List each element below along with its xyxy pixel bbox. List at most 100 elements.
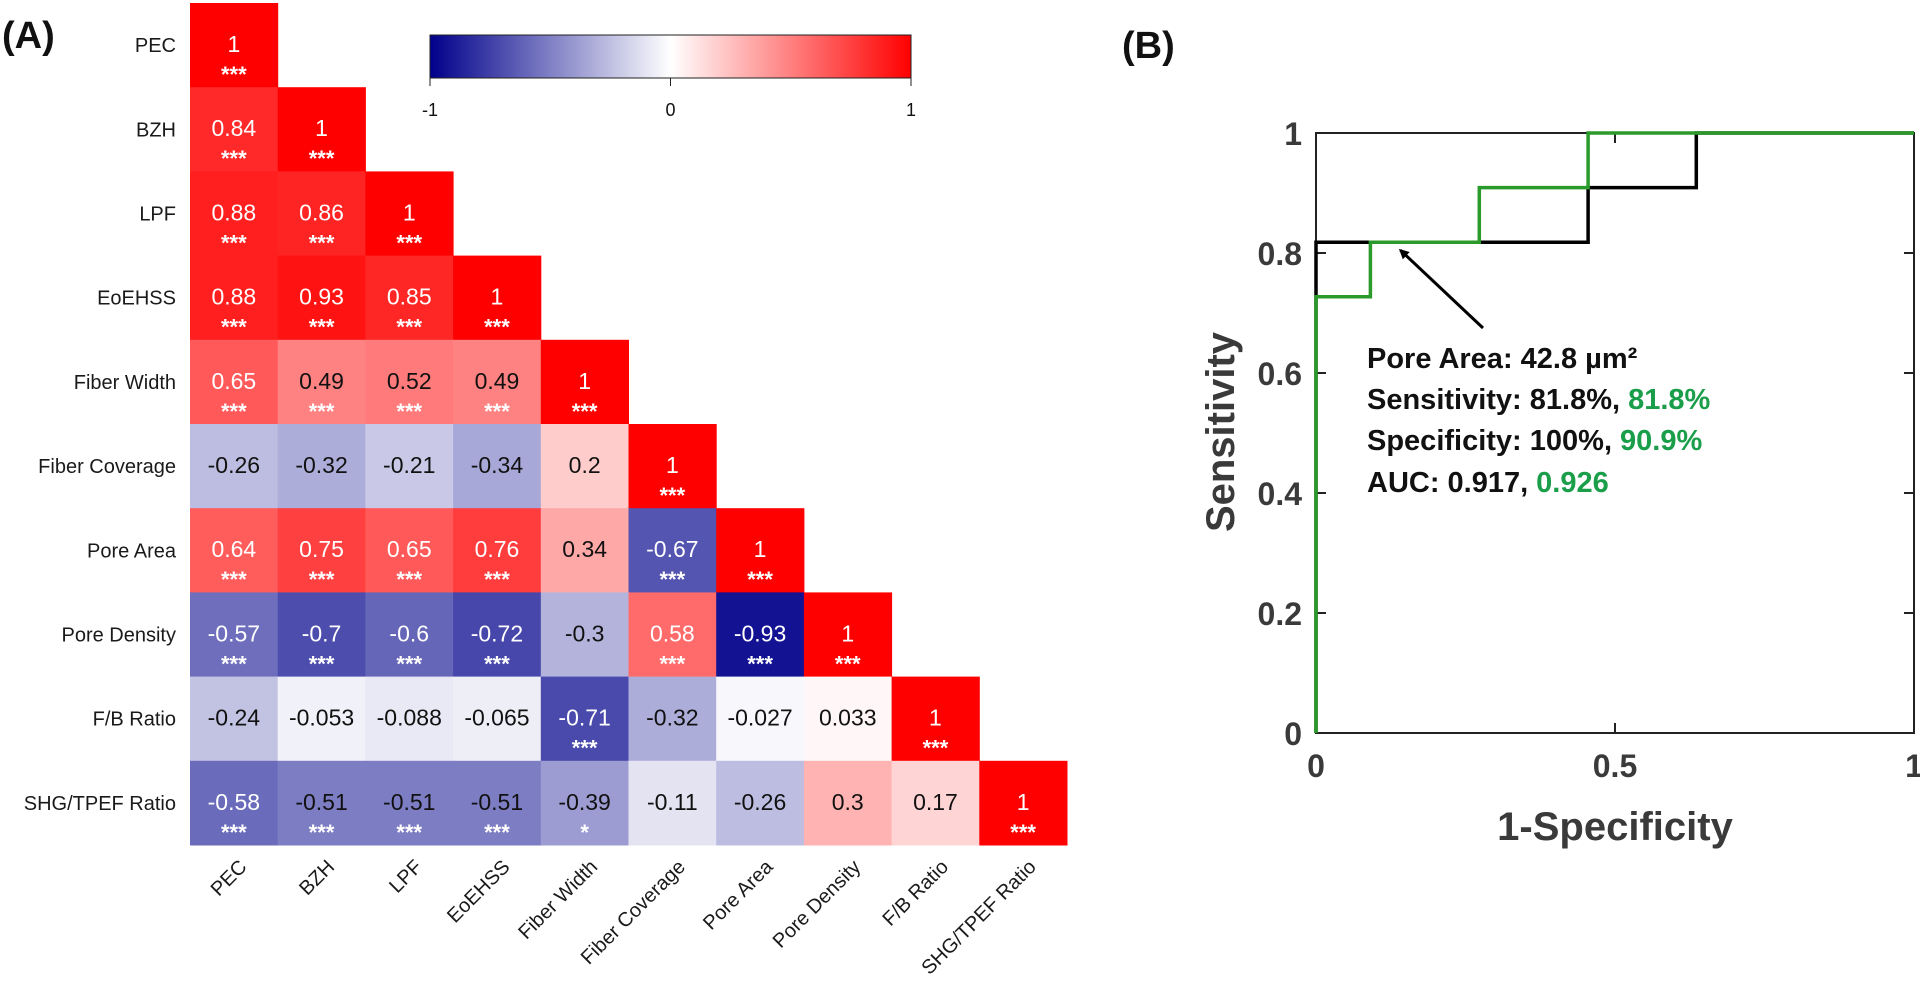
heatmap-cell-significance: ***: [396, 820, 422, 845]
heatmap-cell-value: 0.88: [211, 199, 256, 225]
heatmap-cell-significance: ***: [221, 315, 247, 340]
heatmap-cell-significance: ***: [221, 62, 247, 87]
annotation-auc-black: AUC: 0.917,: [1367, 467, 1528, 499]
heatmap-cell-value: 0.65: [387, 536, 432, 562]
heatmap-cell-fill: [803, 592, 893, 678]
heatmap-cell: -0.26: [190, 424, 279, 509]
heatmap-cell: 1 ***: [540, 339, 629, 425]
col-label-pore-density: Pore Density: [769, 856, 866, 953]
colorbar-tick-label: 0: [665, 100, 675, 120]
row-label-fiber-coverage: Fiber Coverage: [38, 456, 176, 478]
heatmap-cell: -0.51 ***: [453, 760, 542, 846]
row-label-lpf: LPF: [139, 204, 176, 226]
heatmap-cell: 0.85 ***: [365, 255, 454, 341]
panel-b-label: (B): [1122, 25, 1175, 67]
heatmap-cell-significance: ***: [484, 651, 510, 676]
heatmap-cell-significance: ***: [484, 315, 510, 340]
heatmap-cell: 1 ***: [716, 508, 805, 593]
heatmap-cell-significance: ***: [309, 651, 335, 676]
heatmap-cell-value: -0.51: [383, 789, 435, 815]
heatmap-cell-fill: [716, 676, 805, 762]
heatmap-cell: 0.34: [540, 508, 629, 593]
roc-x-tick-label: 0.5: [1593, 748, 1637, 784]
heatmap-cell-value: -0.21: [383, 452, 435, 478]
heatmap-cell-significance: *: [580, 820, 589, 845]
heatmap-cell-significance: ***: [221, 651, 247, 676]
heatmap-cell-fill: [540, 760, 629, 846]
heatmap-cell: -0.7 ***: [277, 592, 366, 678]
heatmap-cell: 0.3: [803, 760, 893, 846]
heatmap-cell-fill: [453, 508, 542, 593]
heatmap-cell: 0.93 ***: [277, 255, 366, 341]
heatmap-cell-value: 1: [578, 368, 591, 394]
heatmap-cell-fill: [365, 255, 454, 341]
heatmap-cell: -0.065: [453, 676, 542, 762]
heatmap-cell-value: 0.84: [211, 115, 256, 141]
heatmap-cell: -0.51 ***: [365, 760, 454, 846]
heatmap-cell-significance: ***: [923, 736, 949, 761]
roc-chart: 0 0.5 1 0 0.2 0.4 0.6 0.8 1 1-Specificity Sensit…: [1199, 116, 1920, 849]
heatmap-cell: 0.65 ***: [190, 339, 279, 425]
heatmap-cell-significance: ***: [747, 567, 773, 592]
heatmap-cell: 1 ***: [277, 87, 366, 172]
colorbar-gradient: [429, 34, 912, 79]
heatmap-cell-significance: ***: [309, 820, 335, 845]
heatmap-cell-significance: ***: [396, 567, 422, 592]
heatmap-cell-value: 0.17: [913, 789, 958, 815]
heatmap-cell-fill: [891, 760, 980, 846]
row-label-shg-tpef-ratio: SHG/TPEF Ratio: [24, 793, 176, 815]
heatmap-cell-significance: ***: [396, 315, 422, 340]
heatmap-cell-value: -0.027: [727, 705, 792, 731]
heatmap-cell-value: -0.39: [558, 789, 610, 815]
heatmap-cell-fill: [453, 255, 542, 341]
heatmap-cell-fill: [628, 676, 717, 762]
heatmap-cell-fill: [540, 592, 629, 678]
heatmap-cell-value: 0.3: [832, 789, 864, 815]
heatmap-cell: -0.39 *: [540, 760, 629, 846]
heatmap-cell: 0.58 ***: [628, 592, 717, 678]
heatmap-cell-fill: [277, 255, 366, 341]
heatmap-cell-fill: [365, 760, 454, 846]
heatmap-cell: -0.71 ***: [540, 676, 629, 762]
heatmap-cell-fill: [453, 592, 542, 678]
heatmap-cell: 0.88 ***: [190, 171, 279, 257]
heatmap-cell-significance: ***: [572, 399, 598, 424]
heatmap-cell: 0.033: [803, 676, 893, 762]
roc-curves: [1314, 131, 1914, 733]
heatmap-cell-fill: [803, 676, 893, 762]
heatmap-cell-value: -0.3: [565, 620, 605, 646]
heatmap-cell-value: -0.93: [734, 620, 786, 646]
heatmap-cell-fill: [190, 87, 279, 172]
annotation-sensitivity-green: 81.8%: [1628, 384, 1710, 416]
heatmap-cell: 0.2: [540, 424, 629, 509]
heatmap-row-labels: PEC BZH LPF EoEHSS Fiber Width Fiber Coverage…: [24, 35, 177, 815]
heatmap-cell-fill: [190, 339, 279, 425]
panel-a-label: (A): [2, 15, 55, 57]
row-label-f-b-ratio: F/B Ratio: [93, 709, 176, 731]
heatmap-cell-value: -0.24: [208, 705, 261, 731]
heatmap-cell-significance: ***: [660, 567, 686, 592]
roc-y-tick-label: 0.8: [1258, 236, 1302, 272]
col-label-pec: PEC: [207, 856, 252, 901]
heatmap-cell: -0.51 ***: [277, 760, 366, 846]
heatmap-cell-value: 0.58: [650, 620, 695, 646]
heatmap-cell: -0.72 ***: [453, 592, 542, 678]
heatmap-cell-fill: [453, 424, 542, 509]
heatmap-cell: -0.088: [365, 676, 454, 762]
row-label-eoehss: EoEHSS: [97, 288, 176, 310]
heatmap-cell: 0.64 ***: [190, 508, 279, 593]
heatmap-cell-value: 1: [929, 705, 942, 731]
heatmap-cell-fill: [190, 171, 279, 257]
heatmap-cell-value: 0.49: [475, 368, 520, 394]
row-label-pore-density: Pore Density: [62, 625, 177, 647]
annotation-arrow: [1398, 248, 1485, 330]
row-label-pore-area: Pore Area: [87, 540, 177, 562]
heatmap-cell-value: 1: [1017, 789, 1030, 815]
heatmap-cell-fill: [190, 424, 279, 509]
roc-x-tick-label: 0: [1307, 748, 1325, 784]
heatmap-cell-fill: [365, 676, 454, 762]
roc-curve-green: [1314, 131, 1914, 733]
heatmap-cell-value: 0.2: [569, 452, 601, 478]
heatmap-cell-fill: [628, 592, 717, 678]
heatmap-cell-value: -0.72: [471, 620, 523, 646]
